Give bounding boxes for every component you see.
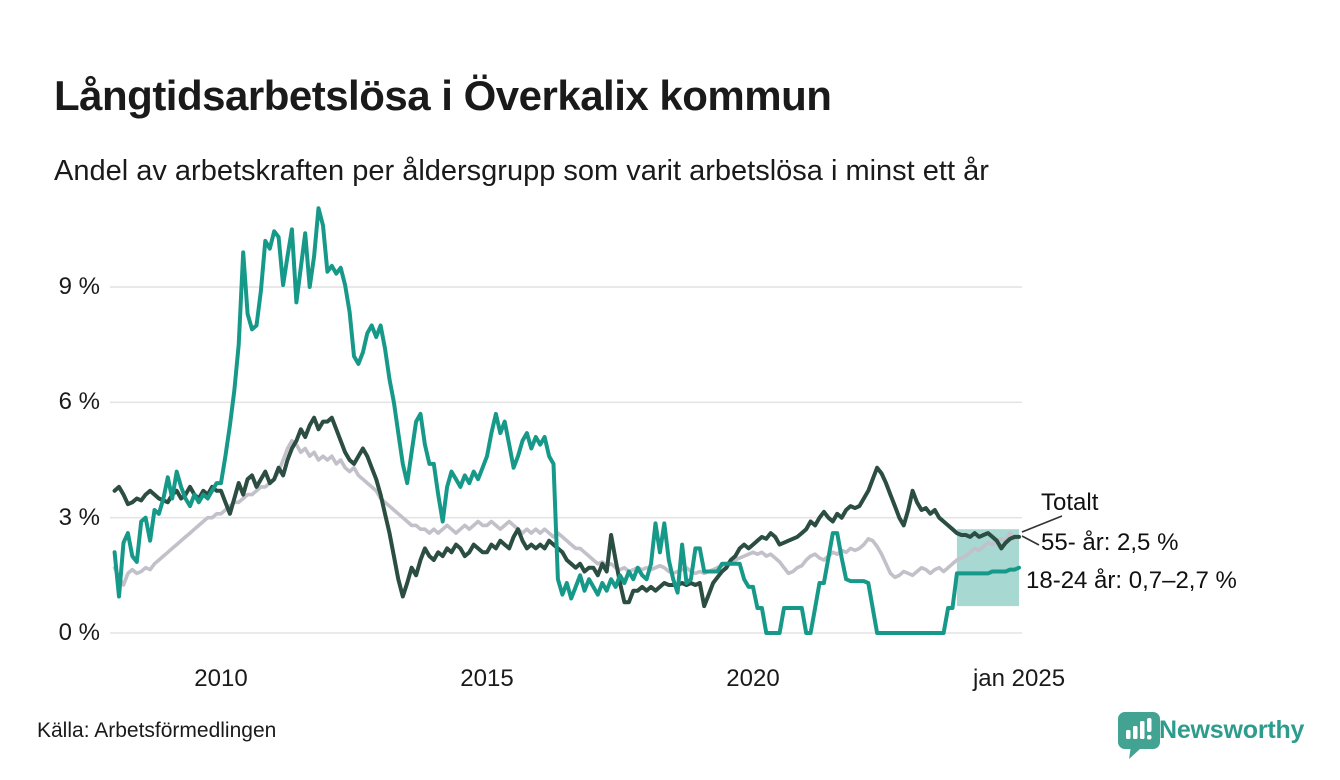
series-line-18-24-ar <box>112 206 1021 635</box>
page-title: Långtidsarbetslösa i Överkalix kommun <box>54 72 832 120</box>
brand-name: Newsworthy <box>1159 716 1305 744</box>
y-tick-label-6: 6 % <box>58 388 100 416</box>
x-tick-label-2020: 2020 <box>726 665 780 692</box>
source-text: Källa: Arbetsförmedlingen <box>37 719 277 742</box>
newsworthy-brand: Newsworthy <box>1117 708 1317 760</box>
annotation-55-ar: 55- år: 2,5 % <box>1041 529 1179 556</box>
y-tick-label-9: 9 % <box>58 273 100 301</box>
series-line-totalt <box>112 438 1021 587</box>
annotation-pointer-1 <box>1021 535 1040 546</box>
speech-bubble-bar-chart-icon <box>1118 712 1160 759</box>
annotation-18-24-ar: 18-24 år: 0,7–2,7 % <box>1026 567 1237 594</box>
annotation-pointer-0 <box>1021 515 1063 533</box>
annotation-totalt: Totalt <box>1041 489 1099 516</box>
y-tick-label-3: 3 % <box>58 503 100 531</box>
x-tick-label-2015: 2015 <box>460 665 514 692</box>
series-line-55-ar <box>112 415 1021 609</box>
x-tick-label-2010: 2010 <box>194 665 248 692</box>
chart-subtitle: Andel av arbetskraften per åldersgrupp s… <box>54 155 989 187</box>
y-tick-label-0: 0 % <box>58 619 100 646</box>
x-tick-label-jan-2025: jan 2025 <box>972 665 1066 692</box>
